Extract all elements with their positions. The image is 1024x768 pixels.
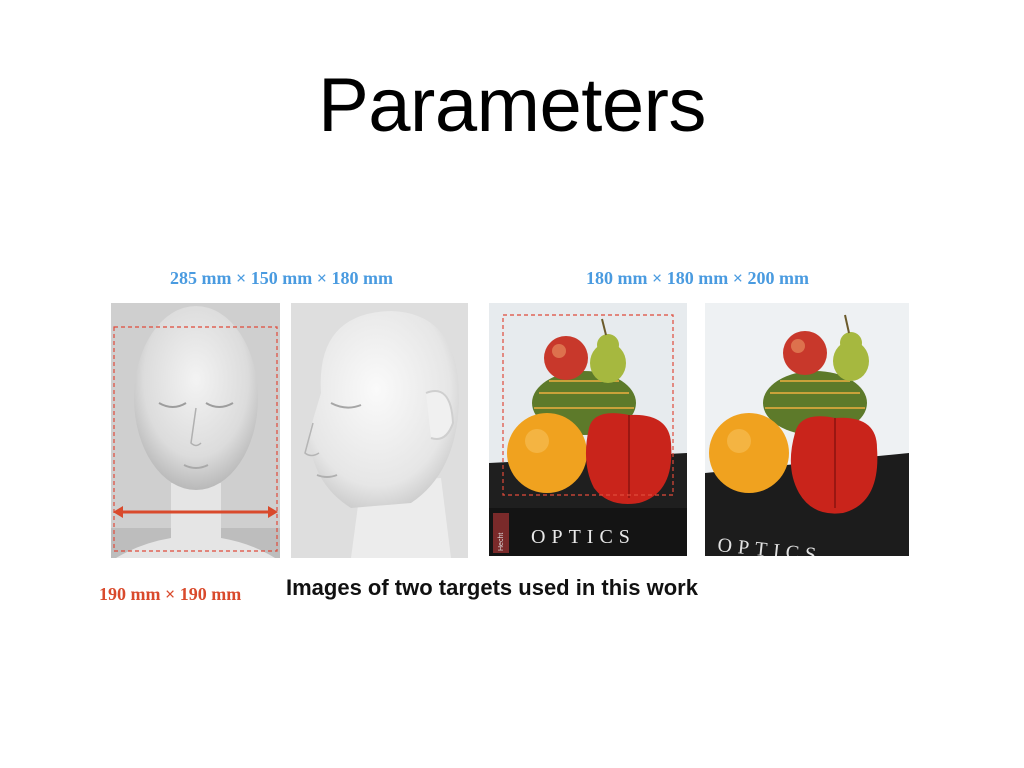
slide-title: Parameters bbox=[318, 63, 706, 148]
head-dimensions-label: 285 mm × 150 mm × 180 mm bbox=[170, 268, 393, 288]
slide-caption: Images of two targets used in this work bbox=[286, 575, 698, 600]
fruit-side-photo: OPTICS bbox=[705, 303, 909, 556]
head-side-photo bbox=[291, 303, 468, 558]
book-author-text: Hecht bbox=[498, 533, 505, 551]
fruit-dimensions-label: 180 mm × 180 mm × 200 mm bbox=[586, 268, 809, 288]
head-front-photo bbox=[111, 303, 280, 558]
head-width-label: 190 mm × 190 mm bbox=[99, 584, 242, 604]
book-title-text: OPTICS bbox=[531, 526, 636, 548]
fruit-front-photo: OPTICS Hecht bbox=[489, 303, 687, 556]
